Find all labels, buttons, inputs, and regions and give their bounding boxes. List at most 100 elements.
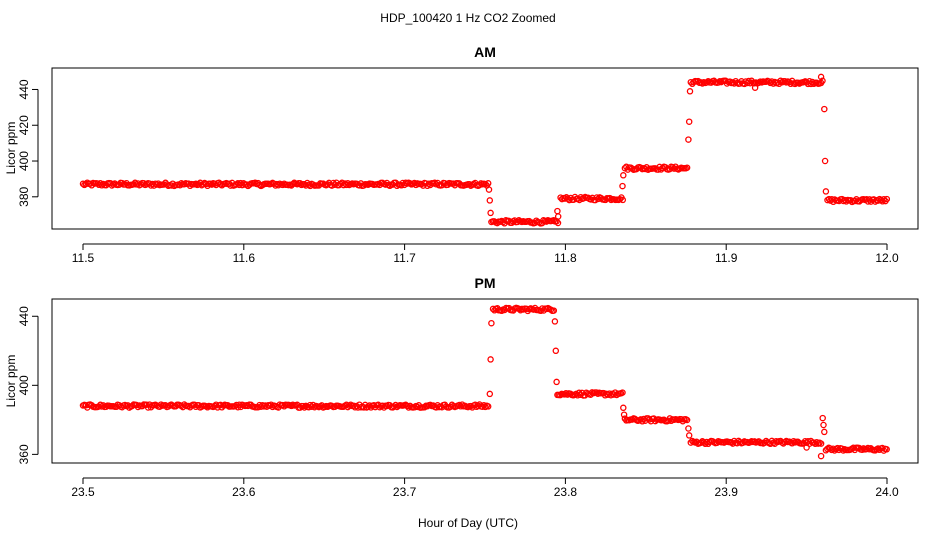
pm-data-point <box>593 389 600 396</box>
am-data-point <box>781 78 789 85</box>
pm-data-point <box>561 391 568 398</box>
am-data-point <box>484 180 492 187</box>
pm-y-tick-label: 360 <box>17 444 31 464</box>
am-data-point <box>580 194 587 202</box>
pm-data-point <box>883 446 890 453</box>
am-data-point <box>628 165 636 172</box>
am-transition-point <box>554 213 562 220</box>
pm-data-point <box>134 403 142 411</box>
am-transition-point <box>619 182 626 190</box>
am-x-tick-label: 11.7 <box>393 251 416 265</box>
figure-title: HDP_100420 1 Hz CO2 Zoomed <box>380 11 555 25</box>
am-data-point <box>305 181 313 189</box>
pm-transition-point <box>803 444 810 451</box>
am-data-point <box>289 180 297 188</box>
pm-data-point <box>606 390 613 397</box>
am-data-point <box>393 182 401 190</box>
pm-transition-point <box>620 411 628 418</box>
am-transition-point <box>554 207 561 215</box>
pm-data-point <box>262 402 269 409</box>
pm-plot-frame <box>51 298 919 464</box>
am-x-tick-label: 11.6 <box>233 251 256 265</box>
am-data-point <box>82 180 90 188</box>
am-transition-point <box>821 105 828 113</box>
pm-transition-point <box>685 432 693 439</box>
am-data-point <box>344 180 352 187</box>
pm-transition-point <box>488 319 495 327</box>
pm-transition-point <box>685 425 692 432</box>
pm-data-point <box>572 390 580 398</box>
am-data-point <box>482 180 489 188</box>
am-data-point <box>337 180 344 188</box>
pm-transition-point <box>821 428 828 436</box>
pm-y-tick-label: 400 <box>17 375 31 395</box>
pm-data-point <box>244 402 252 410</box>
pm-data-point <box>557 391 564 399</box>
am-y-tick-label: 380 <box>17 186 31 206</box>
am-data-points <box>79 73 891 227</box>
am-data-point <box>195 181 203 188</box>
am-y-axis: 380 400 420 440 <box>17 79 39 207</box>
pm-transition-point <box>553 378 560 386</box>
pm-transition-point <box>620 404 627 412</box>
am-y-axis-label: Licor ppm <box>4 122 18 175</box>
am-data-point <box>418 180 425 188</box>
am-x-tick-label: 11.9 <box>715 251 738 265</box>
pm-panel-title: PM <box>475 275 496 291</box>
pm-data-point <box>751 438 758 445</box>
pm-transition-point <box>487 356 494 363</box>
am-data-point <box>208 181 216 188</box>
pm-data-point <box>550 307 558 314</box>
pm-y-axis-label: Licor ppm <box>4 355 18 408</box>
pm-x-tick-label: 23.9 <box>715 485 739 499</box>
am-data-point <box>619 196 627 204</box>
pm-transition-point <box>817 452 825 460</box>
am-data-point <box>211 180 218 187</box>
am-data-point <box>343 181 350 189</box>
am-transition-point <box>822 188 830 195</box>
am-data-point <box>683 164 691 171</box>
am-data-point <box>192 180 200 188</box>
pm-data-point <box>858 446 866 454</box>
pm-data-point <box>390 403 398 410</box>
am-transition-point <box>751 84 759 91</box>
am-data-point <box>587 196 595 203</box>
am-panel-title: AM <box>474 44 496 60</box>
pm-transition-point <box>551 318 559 325</box>
am-x-axis: 11.5 11.6 11.7 11.8 11.9 12.0 <box>72 243 899 265</box>
pm-data-point <box>364 403 372 410</box>
pm-data-point <box>683 416 691 424</box>
pm-panel: PM 23.5 23.6 23.7 23.8 23.9 24.0 360 400 440 Li… <box>4 275 919 499</box>
pm-data-point <box>484 403 492 410</box>
am-data-point <box>819 77 826 85</box>
am-data-point <box>296 180 304 187</box>
am-x-tick-label: 11.8 <box>554 251 577 265</box>
am-data-point <box>275 181 282 189</box>
pm-x-tick-label: 24.0 <box>875 485 899 499</box>
pm-data-point <box>628 416 636 423</box>
am-plot-frame <box>51 67 919 230</box>
am-data-point <box>699 80 706 87</box>
am-data-point <box>243 181 250 188</box>
am-data-point <box>514 218 521 226</box>
am-data-point <box>360 182 368 189</box>
pm-data-point <box>761 439 768 446</box>
pm-data-point <box>269 403 276 411</box>
am-transition-point <box>487 209 494 217</box>
pm-transition-point <box>552 347 560 355</box>
pm-data-point <box>828 446 835 454</box>
am-transition-point <box>817 73 825 81</box>
pm-data-point <box>288 402 295 410</box>
pm-data-point <box>713 439 721 447</box>
pm-data-point <box>530 306 537 313</box>
pm-data-point <box>874 445 882 452</box>
am-transition-point <box>685 118 693 125</box>
pm-data-point <box>299 402 307 410</box>
pm-data-point <box>790 437 797 445</box>
am-transition-point <box>486 197 494 204</box>
pm-x-tick-label: 23.5 <box>71 485 95 499</box>
am-transition-point <box>620 172 627 179</box>
pm-data-point <box>687 439 695 446</box>
pm-data-point <box>480 402 488 409</box>
